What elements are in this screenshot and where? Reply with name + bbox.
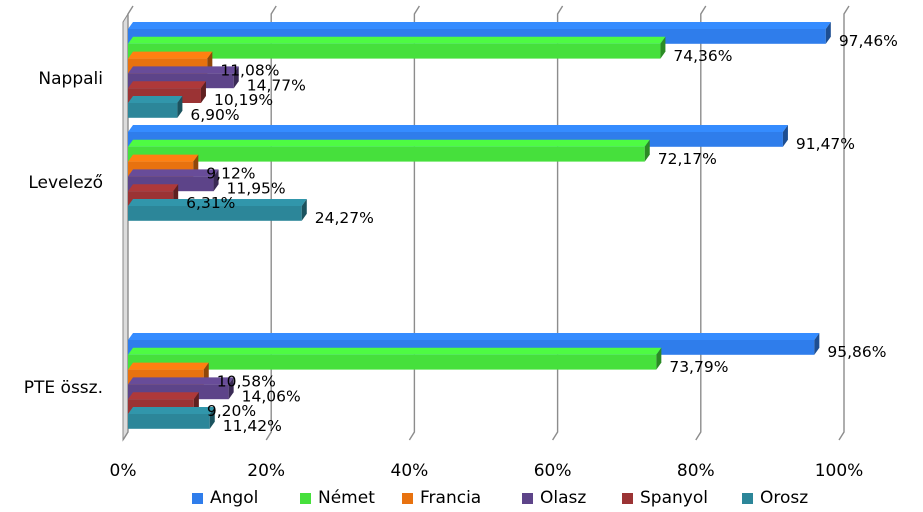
x-tick-label: 0% xyxy=(110,461,137,481)
category-label: Levelező xyxy=(28,173,103,193)
legend-item-spanyol: Spanyol xyxy=(622,488,708,508)
data-label: 95,86% xyxy=(827,343,886,361)
legend-swatch xyxy=(622,493,633,504)
data-label: 6,31% xyxy=(186,194,235,212)
data-label: 9,20% xyxy=(207,402,256,420)
category-label: PTE össz. xyxy=(24,378,103,398)
x-tick-label: 100% xyxy=(815,461,864,481)
x-tick-label: 40% xyxy=(391,461,429,481)
data-label: 11,95% xyxy=(227,179,286,197)
data-label: 11,08% xyxy=(220,62,279,80)
x-tick-label: 80% xyxy=(677,461,715,481)
bar-orosz-0 xyxy=(128,96,183,118)
data-label: 97,46% xyxy=(839,32,898,50)
data-label: 24,27% xyxy=(315,209,374,227)
plot-walls xyxy=(122,12,129,442)
gridline-40 xyxy=(408,5,420,441)
data-label: 73,79% xyxy=(669,358,728,376)
legend-label: Német xyxy=(318,488,375,508)
x-axis-ticks: 0% 20% 40% 60% 80% 100% xyxy=(110,461,864,481)
gridline-0 xyxy=(122,5,134,441)
legend-swatch xyxy=(742,493,753,504)
bars xyxy=(128,22,831,429)
category-labels: Nappali Levelező PTE össz. xyxy=(24,69,103,398)
legend-item-német: Német xyxy=(300,488,375,508)
bar-orosz-1 xyxy=(128,199,307,221)
x-tick-label: 20% xyxy=(247,461,285,481)
data-label: 6,90% xyxy=(190,106,239,124)
legend-label: Olasz xyxy=(540,488,586,508)
data-labels: 97,46% 74,36% 11,08%14,77%10,19%6,90% 91,47… xyxy=(186,32,898,435)
legend-item-orosz: Orosz xyxy=(742,488,808,508)
data-label: 11,42% xyxy=(223,417,282,435)
data-label: 72,17% xyxy=(658,150,717,168)
data-label: 14,77% xyxy=(247,76,306,94)
legend-swatch xyxy=(192,493,203,504)
bar-német-1 xyxy=(128,139,650,162)
side-wall xyxy=(122,12,129,442)
bar-német-0 xyxy=(128,36,666,59)
data-label: 10,19% xyxy=(214,91,273,109)
data-label: 10,58% xyxy=(217,373,276,391)
legend-label: Spanyol xyxy=(640,488,708,508)
legend-swatch xyxy=(402,493,413,504)
legend-item-olasz: Olasz xyxy=(522,488,586,508)
gridlines xyxy=(122,5,850,441)
legend: Angol Német Francia Olasz Spanyol Orosz xyxy=(192,488,808,508)
bar-német-2 xyxy=(128,347,662,370)
category-label: Nappali xyxy=(38,69,103,89)
x-tick-label: 60% xyxy=(534,461,572,481)
data-label: 91,47% xyxy=(796,135,855,153)
data-label: 14,06% xyxy=(242,387,301,405)
data-label: 74,36% xyxy=(673,47,732,65)
gridline-100 xyxy=(838,5,850,441)
legend-swatch xyxy=(300,493,311,504)
legend-swatch xyxy=(522,493,533,504)
gridline-80 xyxy=(695,5,707,441)
bar-orosz-2 xyxy=(128,407,215,429)
data-label: 9,12% xyxy=(206,165,255,183)
legend-label: Orosz xyxy=(760,488,808,508)
legend-item-angol: Angol xyxy=(192,488,258,508)
legend-item-francia: Francia xyxy=(402,488,481,508)
gridline-60 xyxy=(552,5,564,441)
legend-label: Angol xyxy=(210,488,258,508)
gridline-20 xyxy=(265,5,277,441)
legend-label: Francia xyxy=(420,488,481,508)
